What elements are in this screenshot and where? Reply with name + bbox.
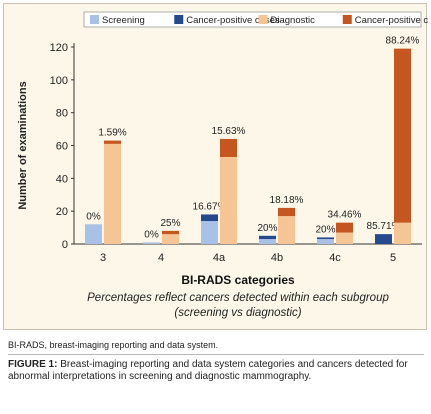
diagnostic-percent-label: 88.24% (386, 36, 420, 47)
screening-percent-label: 0% (144, 229, 159, 240)
screening-percent-label: 20% (315, 224, 335, 235)
chart-svg: 0 20 40 60 80 100 120 Number of examinations 3 0%… (17, 11, 431, 319)
diagnostic-cancer-bar (162, 230, 179, 235)
screening-cancer-bar (201, 214, 218, 222)
screening-percent-label: 20% (257, 223, 277, 234)
chart-subtitle-line: (screening vs diagnostic) (174, 307, 301, 319)
screening-cancer-bar (259, 235, 276, 240)
y-tick-label: 80 (56, 108, 68, 120)
y-tick-label: 100 (50, 75, 68, 87)
diagnostic-percent-label: 34.46% (328, 210, 362, 221)
diagnostic-bar (162, 234, 179, 244)
x-tick-label: 4c (329, 252, 341, 264)
figure-caption-label: FIGURE 1: (8, 359, 58, 370)
legend-swatch (174, 15, 184, 24)
x-tick-label: 5 (390, 252, 396, 264)
screening-cancer-bar (317, 237, 334, 240)
screening-bar (201, 221, 218, 244)
figure-caption-text: Breast-imaging reporting and data system… (8, 359, 408, 382)
diagnostic-cancer-bar (336, 222, 353, 233)
legend-box (83, 11, 422, 28)
diagnostic-cancer-bar (278, 207, 295, 217)
x-tick-label: 4 (158, 252, 164, 264)
diagnostic-percent-label: 25% (160, 218, 180, 229)
screening-bar (259, 239, 276, 244)
chart-footnote: BI-RADS, breast-imaging reporting and da… (8, 340, 219, 350)
y-tick-label: 0 (62, 239, 68, 251)
diagnostic-bar (278, 216, 295, 244)
diagnostic-percent-label: 15.63% (212, 126, 246, 137)
x-axis-title: BI-RADS categories (181, 273, 295, 287)
screening-bar (85, 224, 102, 244)
diagnostic-cancer-bar (394, 48, 411, 223)
y-tick-label: 60 (56, 141, 68, 153)
legend-swatch (342, 15, 352, 24)
y-axis-title: Number of examinations (17, 81, 29, 209)
y-tick-label: 40 (56, 173, 68, 185)
legend-label: Cancer-positive cases (186, 15, 280, 26)
figure-caption: FIGURE 1: Breast-imaging reporting and d… (8, 359, 424, 383)
screening-bar (317, 239, 334, 244)
diagnostic-percent-label: 1.59% (98, 128, 126, 139)
x-tick-label: 4a (213, 252, 226, 264)
chart-panel: 0 20 40 60 80 100 120 Number of examinations 3 0%… (3, 3, 431, 330)
diagnostic-bar (220, 156, 237, 244)
diagnostic-bar (336, 232, 353, 244)
legend-label: Screening (102, 15, 145, 26)
legend-label: Diagnostic (271, 15, 316, 26)
diagnostic-cancer-bar (104, 140, 121, 144)
legend-label: Cancer-positive cases (355, 15, 428, 26)
diagnostic-cancer-bar (220, 138, 237, 157)
screening-cancer-bar (375, 234, 392, 244)
screening-percent-label: 16.67% (193, 201, 227, 212)
caption-divider (8, 354, 424, 355)
chart-subtitle-line: Percentages reflect cancers detected wit… (87, 292, 389, 304)
screening-percent-label: 85.71% (367, 221, 401, 232)
diagnostic-percent-label: 18.18% (270, 195, 304, 206)
y-tick-label: 20 (56, 206, 68, 218)
diagnostic-bar (394, 222, 411, 244)
diagnostic-bar (104, 143, 121, 244)
screening-percent-label: 0% (86, 211, 101, 222)
y-tick-label: 120 (50, 42, 68, 54)
x-tick-label: 4b (271, 252, 283, 264)
legend-swatch (258, 15, 268, 24)
x-tick-label: 3 (100, 252, 106, 264)
legend-swatch (90, 15, 99, 24)
screening-bar (143, 242, 160, 244)
